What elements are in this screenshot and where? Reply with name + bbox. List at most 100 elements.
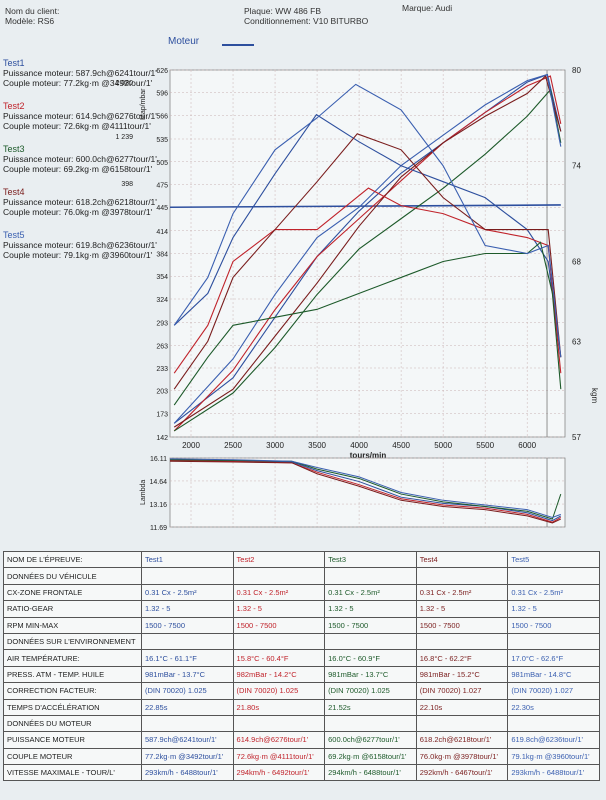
lambda-tick-label: 11.69	[150, 525, 167, 532]
table-row-label: VITESSE MAXIMALE - TOUR/L'	[3, 764, 142, 782]
table-row: PUISSANCE MOTEUR 587.9ch@6241tour/1' 614.9…	[3, 731, 600, 749]
test-name: Test5	[3, 230, 25, 240]
test-summary-2: Test2 Puissance moteur: 614.9ch@6276tour/…	[3, 101, 157, 131]
test-torque: Couple moteur: 69.2kg·m @6158tour/1'	[3, 164, 153, 174]
test-summary-5: Test5 Puissance moteur: 619.8ch@6236tour/…	[3, 230, 157, 260]
table-cell: 1.32 - 5	[324, 600, 417, 618]
test-power: Puissance moteur: 600.0ch@6277tour/1'	[3, 154, 157, 164]
table-header-label: NOM DE L'ÉPREUVE:	[3, 550, 142, 569]
table-cell: 293km/h - 6488tour/1'	[507, 764, 600, 782]
x-tick-label: 2000	[182, 441, 200, 450]
table-row: DONNÉES DU VÉHICULE	[3, 567, 600, 585]
table-cell	[140, 567, 234, 585]
test-summary-1: Test1 Puissance moteur: 587.9ch@6241tour/…	[3, 58, 157, 88]
table-cell	[415, 632, 509, 651]
table-row: RATIO-GEAR 1.32 - 5 1.32 - 5 1.32 - 5 1.32 -…	[3, 600, 600, 618]
table-row: RPM MIN-MAX 1500 - 7500 1500 - 7500 1500 - …	[3, 616, 600, 634]
lambda-tick-label: 13.16	[149, 502, 167, 509]
test-summary-3: Test3 Puissance moteur: 600.0ch@6277tour/…	[3, 144, 157, 174]
y-tick-label: 384	[156, 252, 168, 259]
brand-label: Marque: Audi	[402, 3, 453, 13]
series-power-test1	[173, 73, 562, 424]
table-row-label: PUISSANCE MOTEUR	[3, 731, 142, 749]
series-torque-test5	[173, 83, 562, 358]
y-tick-label: 566	[156, 113, 168, 120]
table-cell	[324, 632, 417, 651]
table-cell: 15.8°C - 60.4°F	[232, 649, 326, 667]
y-tick-label: 293	[156, 321, 168, 328]
y-tick-label: 354	[156, 274, 168, 281]
model-label: Modèle: RS6	[5, 16, 55, 26]
table-cell: 600.0ch@6277tour/1'	[324, 731, 417, 749]
table-cell: 292km/h - 6467tour/1'	[415, 764, 509, 782]
table-cell: 619.8ch@6236tour/1'	[507, 731, 600, 749]
y-tick-label: 414	[156, 229, 168, 236]
table-header-test: Test2	[232, 550, 326, 569]
table-row: CX-ZONE FRONTALE 0.31 Cx - 2.5m² 0.31 Cx -…	[3, 583, 600, 602]
series-lambda-test1	[169, 459, 562, 522]
table-cell: 294km/h - 6492tour/1'	[232, 764, 326, 782]
table-cell: 618.2ch@6218tour/1'	[415, 731, 509, 749]
table-cell: 21.80s	[232, 698, 326, 716]
dyno-chart: 2000 2500 3000 3500 4000 4500 5000 5500 6000 142 1…	[115, 66, 599, 532]
series-power-test3	[173, 88, 562, 432]
table-cell: 1.32 - 5	[507, 600, 600, 618]
y-tick-label: 535	[156, 137, 168, 144]
x-tick-label: 2500	[224, 441, 242, 450]
series-torque-test1	[173, 113, 562, 358]
y-tick-label: 475	[156, 182, 168, 189]
results-table: NOM DE L'ÉPREUVE: Test1 Test2 Test3 Test4 Tes…	[3, 550, 600, 782]
test-name: Test1	[3, 58, 25, 68]
test-name: Test3	[3, 144, 25, 154]
table-row-label: DONNÉES DU MOTEUR	[3, 714, 142, 733]
test-name: Test4	[3, 187, 25, 197]
x-tick-label: 5000	[434, 441, 452, 450]
table-row: VITESSE MAXIMALE - TOUR/L' 293km/h - 6488…	[3, 764, 600, 782]
table-cell: 1500 - 7500	[415, 616, 509, 634]
table-cell: (DIN 70020) 1.027	[507, 682, 600, 700]
lambda-plot-area	[169, 457, 566, 528]
test-power: Puissance moteur: 619.8ch@6236tour/1'	[3, 240, 157, 250]
table-cell: 0.31 Cx - 2.5m²	[324, 583, 417, 602]
table-cell	[140, 714, 234, 733]
table-cell: 77.2kg·m @3492tour/1'	[140, 747, 234, 766]
y2-tick-label: 68	[572, 257, 581, 266]
table-row-label: TEMPS D'ACCÉLÉRATION	[3, 698, 142, 716]
lambda-axis-label: Lambda	[140, 480, 147, 505]
y-tick-label: 596	[156, 91, 168, 98]
legend-moteur: Moteur	[168, 36, 200, 47]
y-tick-label: 505	[156, 160, 168, 167]
table-row: CORRECTION FACTEUR: (DIN 70020) 1.025 (DIN…	[3, 682, 600, 700]
table-cell	[324, 567, 417, 585]
table-cell	[507, 714, 600, 733]
map-tick-label: 1 239	[115, 134, 133, 141]
table-row-label: DONNÉES SUR L'ENVIRONNEMENT	[3, 632, 142, 651]
table-cell: 72.6kg·m @4111tour/1'	[232, 747, 326, 766]
series-power-test2	[173, 75, 562, 432]
table-header-test: Test1	[140, 550, 234, 569]
lambda-tick-label: 14.64	[149, 479, 167, 486]
table-row: DONNÉES SUR L'ENVIRONNEMENT	[3, 632, 600, 651]
table-cell: 1.32 - 5	[140, 600, 234, 618]
table-row: COUPLE MOTEUR 77.2kg·m @3492tour/1' 72.6kg…	[3, 747, 600, 766]
table-cell: 21.52s	[324, 698, 417, 716]
table-cell: 1500 - 7500	[507, 616, 600, 634]
table-row: PRESS. ATM - TEMP. HUILE 981mBar - 13.7°C…	[3, 665, 600, 684]
table-cell: (DIN 70020) 1.027	[415, 682, 509, 700]
x-tick-label: 3500	[308, 441, 326, 450]
table-cell: 79.1kg·m @3960tour/1'	[507, 747, 600, 766]
table-cell: 1500 - 7500	[324, 616, 417, 634]
table-cell: 0.31 Cx - 2.5m²	[232, 583, 326, 602]
table-cell: 0.31 Cx - 2.5m²	[415, 583, 509, 602]
table-header-test: Test4	[415, 550, 509, 569]
test-torque: Couple moteur: 72.6kg·m @4111tour/1'	[3, 121, 151, 131]
test-name: Test2	[3, 101, 25, 111]
x-tick-label: 4500	[392, 441, 410, 450]
x-tick-label: 6000	[518, 441, 536, 450]
client-name-label: Nom du client:	[5, 6, 60, 16]
test-power: Puissance moteur: 587.9ch@6241tour/1'	[3, 68, 157, 78]
table-cell	[140, 632, 234, 651]
table-cell: 981mBar - 13.7°C	[140, 665, 234, 684]
table-cell	[232, 632, 326, 651]
table-cell	[415, 567, 509, 585]
